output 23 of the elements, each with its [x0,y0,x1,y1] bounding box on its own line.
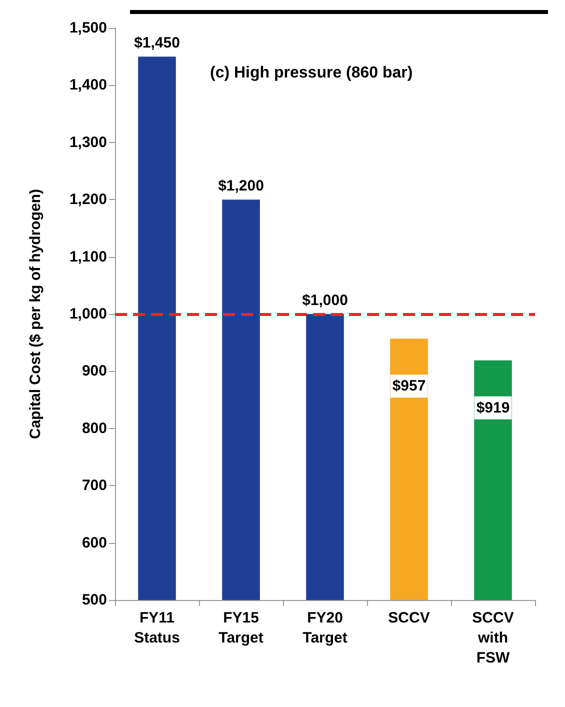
data-label: $1,450 [134,34,180,52]
y-tick-label: 1,200 [69,191,107,208]
y-tick-label: 800 [82,420,107,437]
x-tick-label: SCCV [388,610,430,626]
x-tick-label: SCCV with FSW [472,610,514,666]
y-tick-label: 900 [82,362,107,380]
data-label: $1,000 [302,292,348,309]
y-tick-label: 1,100 [69,248,107,266]
y-tick-label: 1,400 [69,76,107,94]
x-tick-label: FY11 Status [134,610,180,646]
x-tick-label: FY15 Target [218,610,264,646]
y-tick-label: 500 [82,592,107,608]
x-tick-label: FY20 Target [302,610,348,646]
y-tick-label: 1,500 [69,20,107,36]
y-tick-label: 1,000 [69,306,107,322]
y-axis-title: Capital Cost ($ per kg of hydrogen) [27,188,44,440]
data-label: $1,200 [218,178,264,195]
y-tick-label: 600 [82,534,107,552]
y-tick-label: 1,300 [69,134,107,151]
data-label: $957 [392,378,426,395]
data-label: $919 [476,399,510,416]
text: (c) High pressure (860 bar) [210,64,413,82]
y-tick-label: 700 [82,477,107,494]
